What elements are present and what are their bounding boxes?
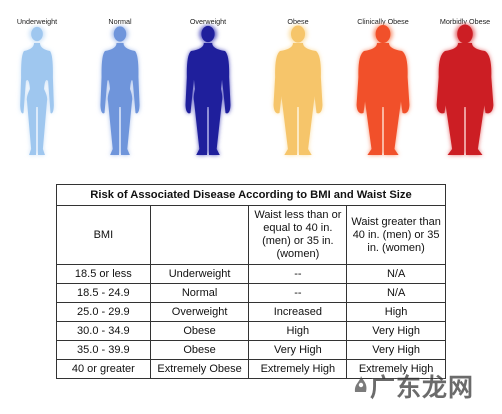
figure-underweight: Underweight [2, 0, 72, 170]
cell-waist-high: Very High [346, 321, 446, 341]
cell-category: Underweight [149, 264, 250, 284]
table-row: 18.5 or less Underweight -- N/A [56, 264, 446, 284]
table-row: 40 or greater Extremely Obese Extremely … [56, 359, 446, 379]
figure-body [356, 43, 410, 155]
figure-head [375, 24, 391, 44]
cell-bmi: 18.5 or less [56, 264, 151, 284]
cell-category: Normal [149, 283, 250, 303]
figure-head [113, 26, 127, 42]
table-row: 18.5 - 24.9 Normal -- N/A [56, 283, 446, 303]
human-silhouette-icon [100, 25, 140, 155]
bmi-risk-table: Risk of Associated Disease According to … [56, 184, 446, 379]
cell-waist-low: Very High [248, 340, 348, 360]
cell-waist-low: Increased [248, 302, 348, 322]
figure-label: Obese [287, 17, 309, 26]
cell-category: Extremely Obese [149, 359, 250, 379]
figure-label: Underweight [16, 17, 58, 26]
figure-body [100, 43, 140, 155]
figure-body [185, 43, 231, 155]
figure-head [457, 24, 473, 44]
table-row: 30.0 - 34.9 Obese High Very High [56, 321, 446, 341]
figure-overweight: Overweight [168, 0, 248, 170]
figure-head [31, 26, 43, 42]
figure-label: Overweight [189, 17, 227, 26]
human-silhouette-icon [436, 24, 494, 155]
figure-body [273, 43, 323, 155]
figure-normal: Normal [85, 0, 155, 170]
cell-waist-low: High [248, 321, 348, 341]
figure-clinically-obese: Clinically Obese [343, 0, 423, 170]
body-figures-row: Underweight Normal Overweight Obese Clin… [0, 0, 502, 170]
table-row: 25.0 - 29.9 Overweight Increased High [56, 302, 446, 322]
figure-body [20, 43, 54, 155]
table-title: Risk of Associated Disease According to … [56, 184, 446, 206]
cell-waist-high: Extremely High [346, 359, 446, 379]
cell-category: Obese [149, 340, 250, 360]
human-silhouette-icon [356, 24, 410, 155]
cell-waist-high: Very High [346, 340, 446, 360]
cell-waist-low: -- [248, 283, 348, 303]
human-silhouette-icon [20, 26, 54, 155]
cell-waist-high: High [346, 302, 446, 322]
figure-label: Normal [108, 17, 132, 26]
cell-bmi: 35.0 - 39.9 [56, 340, 151, 360]
table-row: 35.0 - 39.9 Obese Very High Very High [56, 340, 446, 360]
figure-label: Morbidly Obese [439, 17, 491, 26]
figure-head [201, 25, 215, 43]
human-silhouette-icon [185, 25, 231, 155]
cell-bmi: 40 or greater [56, 359, 151, 379]
figure-obese: Obese [258, 0, 338, 170]
figure-head [290, 25, 306, 43]
header-waist-high: Waist greater than 40 in. (men) or 35 in… [346, 205, 446, 265]
header-category [149, 205, 250, 265]
human-silhouette-icon [273, 24, 323, 155]
cell-bmi: 25.0 - 29.9 [56, 302, 151, 322]
cell-category: Overweight [149, 302, 250, 322]
header-bmi: BMI [56, 205, 151, 265]
cell-waist-high: N/A [346, 264, 446, 284]
cell-waist-low: Extremely High [248, 359, 348, 379]
figure-label: Clinically Obese [357, 17, 409, 26]
figure-body [436, 43, 494, 155]
cell-category: Obese [149, 321, 250, 341]
cell-bmi: 30.0 - 34.9 [56, 321, 151, 341]
bmi-risk-table-container: Risk of Associated Disease According to … [56, 184, 446, 379]
cell-bmi: 18.5 - 24.9 [56, 283, 151, 303]
cell-waist-low: -- [248, 264, 348, 284]
header-waist-low: Waist less than or equal to 40 in. (men)… [248, 205, 348, 265]
figure-morbidly-obese: Morbidly Obese [428, 0, 502, 170]
cell-waist-high: N/A [346, 283, 446, 303]
